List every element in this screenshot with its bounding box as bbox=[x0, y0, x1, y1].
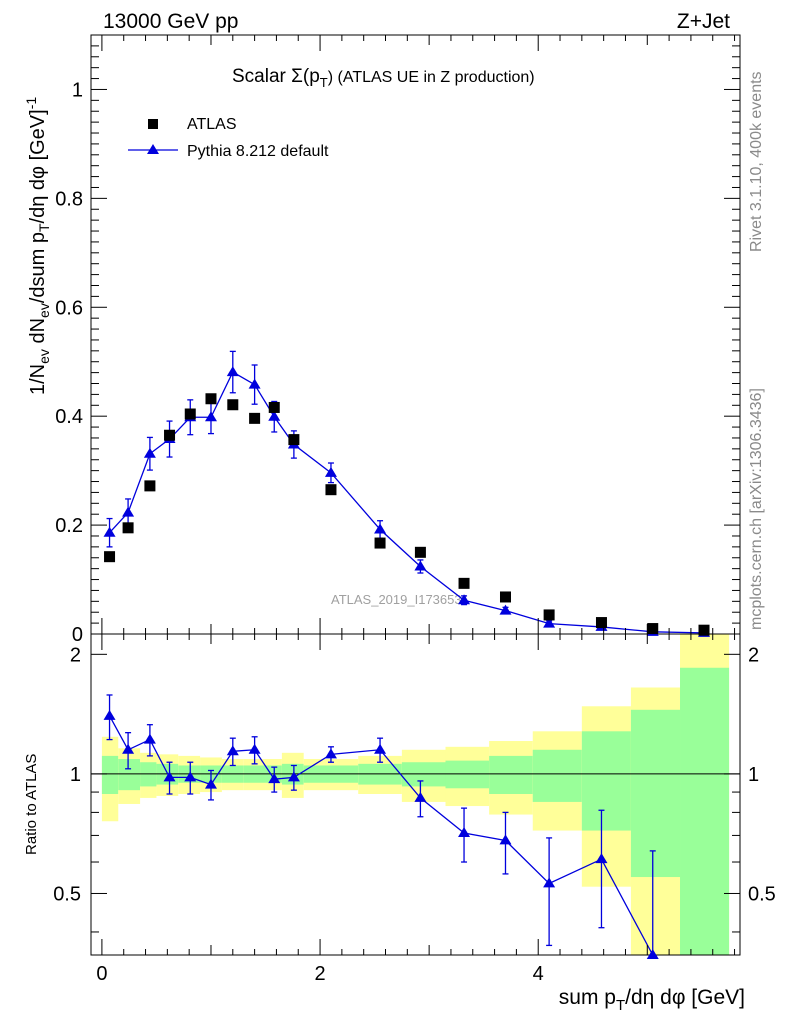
ratio-point-15 bbox=[543, 877, 556, 888]
ratio-uncertainty-bands bbox=[101, 634, 730, 955]
atlas-point-0 bbox=[104, 551, 116, 563]
ratio-point-12 bbox=[414, 791, 427, 802]
ratio-point-4 bbox=[184, 771, 197, 782]
x-axis-label: sum pT/dη dφ [GeV] bbox=[559, 986, 745, 1014]
ratio-point-7 bbox=[248, 743, 261, 754]
band-inner-1 bbox=[118, 759, 141, 791]
atlas-point-4 bbox=[184, 408, 196, 420]
legend-pythia-marker bbox=[147, 144, 159, 154]
ratio-point-2 bbox=[143, 733, 156, 744]
atlas-point-11 bbox=[374, 537, 386, 549]
atlas-point-5 bbox=[205, 393, 217, 405]
analysis-watermark: ATLAS_2019_I1736531 bbox=[331, 592, 469, 607]
chart-title: Scalar Σ(pT) (ATLAS UE in Z production) bbox=[232, 66, 535, 90]
y-tick-label-2: 0.4 bbox=[55, 406, 83, 428]
ratio-series bbox=[103, 694, 659, 959]
atlas-point-10 bbox=[325, 484, 337, 496]
pythia-point-6 bbox=[226, 366, 239, 377]
ratio-point-14 bbox=[499, 834, 512, 845]
ratio-point-5 bbox=[204, 778, 217, 789]
y-axis-label: 1/Nev dNev/dsum pT/dη dφ [GeV]-1 bbox=[23, 97, 52, 395]
ratio-point-0 bbox=[103, 709, 116, 720]
ratio-tick-label-left-2: 2 bbox=[70, 644, 81, 666]
y-tick-label-3: 0.6 bbox=[55, 297, 83, 319]
atlas-point-7 bbox=[249, 412, 261, 424]
ratio-frame bbox=[90, 633, 741, 956]
atlas-point-12 bbox=[414, 546, 426, 558]
atlas-point-16 bbox=[595, 617, 607, 629]
ratio-tick-label-right-2: 2 bbox=[748, 644, 759, 666]
pythia-point-8 bbox=[268, 410, 281, 421]
pythia-point-0 bbox=[103, 526, 116, 537]
band-inner-14 bbox=[489, 755, 533, 794]
plot-frames bbox=[90, 34, 741, 956]
atlas-point-9 bbox=[288, 434, 300, 446]
y-tick-label-5: 1 bbox=[72, 79, 83, 101]
atlas-point-17 bbox=[647, 623, 659, 635]
upper-series bbox=[103, 350, 711, 637]
ratio-tick-label-right-0: 0.5 bbox=[748, 883, 776, 905]
pythia-point-13 bbox=[458, 594, 471, 605]
ratio-point-10 bbox=[324, 748, 337, 759]
site-label: mcplots.cern.ch [arXiv:1306.3436] bbox=[748, 388, 765, 630]
pythia-point-5 bbox=[204, 411, 217, 422]
legend-pythia-label: Pythia 8.212 default bbox=[187, 143, 329, 160]
atlas-point-2 bbox=[144, 480, 156, 492]
legend-atlas-label: ATLAS bbox=[187, 116, 237, 133]
pythia-point-12 bbox=[414, 560, 427, 571]
ratio-point-11 bbox=[374, 743, 387, 754]
band-inner-13 bbox=[445, 760, 490, 789]
ratio-point-3 bbox=[163, 771, 176, 782]
atlas-point-18 bbox=[698, 624, 710, 636]
atlas-point-15 bbox=[543, 609, 555, 621]
ratio-y-axis-label: Ratio to ATLAS bbox=[23, 754, 40, 855]
ratio-point-1 bbox=[122, 743, 135, 754]
pythia-point-14 bbox=[499, 604, 512, 615]
band-inner-15 bbox=[532, 749, 582, 802]
y-tick-label-4: 0.8 bbox=[55, 188, 83, 210]
pythia-point-7 bbox=[248, 378, 261, 389]
ratio-line bbox=[108, 715, 654, 956]
pythia-point-1 bbox=[122, 506, 135, 517]
x-tick-label-2: 4 bbox=[533, 963, 544, 985]
atlas-point-1 bbox=[122, 522, 134, 534]
atlas-point-3 bbox=[164, 429, 176, 441]
ratio-point-17 bbox=[646, 949, 659, 959]
ratio-point-8 bbox=[268, 773, 281, 784]
legend-atlas-marker bbox=[148, 119, 158, 129]
atlas-point-6 bbox=[227, 399, 239, 411]
ratio-point-9 bbox=[287, 771, 300, 782]
pythia-point-11 bbox=[374, 523, 387, 534]
band-inner-18 bbox=[680, 667, 730, 955]
ratio-tick-label-right-1: 1 bbox=[748, 764, 759, 786]
ratio-tick-label-left-0: 0.5 bbox=[53, 883, 81, 905]
atlas-point-8 bbox=[268, 401, 280, 413]
pythia-point-15 bbox=[543, 617, 556, 628]
process-label: Z+Jet bbox=[677, 10, 730, 33]
band-inner-0 bbox=[101, 755, 119, 794]
y-tick-label-1: 0.2 bbox=[55, 515, 83, 537]
x-tick-label-0: 0 bbox=[96, 963, 107, 985]
ratio-tick-label-left-1: 1 bbox=[70, 764, 81, 786]
y-tick-label-0: 0 bbox=[72, 624, 83, 646]
pythia-point-10 bbox=[324, 466, 337, 477]
energy-label: 13000 GeV pp bbox=[103, 10, 238, 33]
x-tick-label-1: 2 bbox=[314, 963, 325, 985]
atlas-point-13 bbox=[458, 577, 470, 589]
pythia-point-2 bbox=[143, 447, 156, 458]
ratio-point-16 bbox=[595, 853, 608, 864]
atlas-point-14 bbox=[499, 591, 511, 603]
rivet-label: Rivet 3.1.10, 400k events bbox=[748, 71, 765, 252]
band-inner-16 bbox=[581, 731, 631, 831]
ratio-point-13 bbox=[458, 826, 471, 837]
band-inner-17 bbox=[630, 709, 681, 878]
axis-ticks: 0 2 400.20.40.60.810.5 0.51 12 2 bbox=[53, 34, 776, 985]
ratio-point-6 bbox=[226, 745, 239, 756]
